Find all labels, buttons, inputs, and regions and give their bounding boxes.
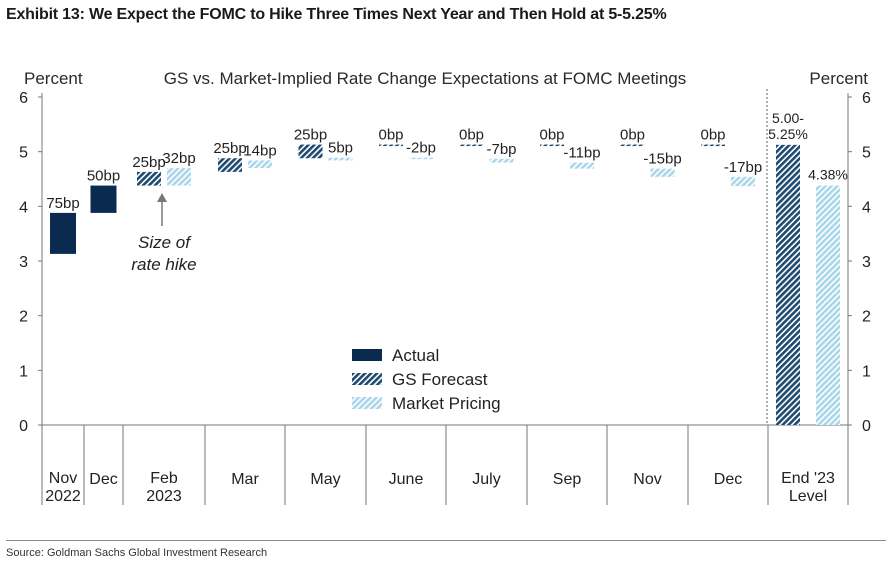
legend-swatch-gs-forecast (352, 373, 382, 385)
bar-data-label: 5bp (328, 140, 353, 157)
y-axis-label-right: Percent (809, 69, 868, 88)
bar-market-pricing (248, 160, 272, 169)
bar-gs-forecast (137, 171, 161, 186)
annotation-text: rate hike (131, 255, 196, 274)
y-tick-label-left: 1 (19, 363, 28, 380)
annotation-text: Size of (138, 233, 192, 252)
x-tick-label: Feb (150, 470, 178, 487)
bar-data-label: 0bp (620, 127, 645, 144)
source-note: Source: Goldman Sachs Global Investment … (6, 547, 268, 559)
x-tick-label: 2023 (146, 488, 182, 505)
bar-data-label: -15bp (643, 151, 681, 168)
y-tick-label-right: 1 (862, 363, 871, 380)
bar-gs-forecast (701, 144, 725, 147)
bar-data-label: 25bp (294, 127, 327, 144)
y-tick-label-left: 2 (19, 309, 28, 326)
x-tick-label: July (472, 471, 500, 488)
bar-data-label: 25bp (213, 140, 246, 157)
bar-gs-forecast (540, 144, 564, 147)
bar-data-label: 14bp (243, 142, 276, 159)
y-tick-label-left: 6 (19, 90, 28, 107)
legend-swatch-actual (352, 349, 382, 361)
bar-data-label: 75bp (46, 195, 79, 212)
bar-gs-forecast (620, 144, 645, 147)
chart-subtitle: GS vs. Market-Implied Rate Change Expect… (164, 69, 686, 88)
bar-market-pricing (328, 157, 353, 161)
source-divider (6, 540, 886, 541)
bar-gs-forecast (379, 144, 403, 147)
x-tick-label: Nov (49, 470, 77, 487)
y-axis-label-left: Percent (24, 69, 83, 88)
y-tick-label-right: 5 (862, 145, 871, 162)
bar-actual (90, 185, 117, 213)
exhibit-title: Exhibit 13: We Expect the FOMC to Hike T… (6, 6, 667, 23)
x-tick-label: Mar (231, 471, 259, 488)
bar-data-label: 0bp (378, 127, 403, 144)
bar-data-label: 25bp (132, 154, 165, 171)
bar-market-pricing (489, 158, 514, 163)
legend-label: Actual (392, 346, 439, 365)
bar-data-label: 0bp (459, 127, 484, 144)
bar-data-label: 50bp (87, 168, 120, 185)
bar-data-label: -17bp (724, 159, 762, 176)
bar-market-pricing (167, 168, 191, 186)
legend-label: Market Pricing (392, 394, 501, 413)
x-tick-label: Dec (714, 471, 742, 488)
bar-data-label: 32bp (162, 150, 195, 167)
x-tick-label: Nov (633, 471, 661, 488)
level-bar-label: 5.00- (772, 110, 804, 126)
y-tick-label-left: 5 (19, 145, 28, 162)
x-tick-label: Sep (553, 471, 582, 488)
bar-market-pricing (650, 168, 675, 177)
bar-data-label: 0bp (539, 127, 564, 144)
y-tick-label-left: 4 (19, 199, 28, 216)
bar-market-pricing (731, 176, 755, 187)
y-tick-label-right: 0 (862, 418, 871, 435)
bar-actual (50, 212, 76, 254)
level-bar-gs-forecast (776, 144, 800, 426)
legend-swatch-market-pricing (352, 397, 382, 409)
bar-market-pricing (570, 162, 594, 169)
annotation-arrowhead (157, 193, 167, 202)
bar-gs-forecast (218, 158, 242, 172)
level-bar-label: 4.38% (808, 167, 848, 183)
level-bar-label: 5.25% (768, 126, 808, 142)
y-tick-label-left: 3 (19, 254, 28, 271)
level-bar-market-pricing (816, 185, 840, 425)
y-tick-label-right: 3 (862, 254, 871, 271)
bar-data-label: -11bp (563, 145, 600, 162)
bar-data-label: -2bp (406, 140, 436, 157)
x-tick-label: Level (789, 488, 827, 505)
x-tick-label: May (310, 471, 340, 488)
y-tick-label-right: 4 (862, 199, 871, 216)
bar-market-pricing (409, 157, 433, 160)
bar-gs-forecast (459, 144, 484, 147)
y-tick-label-left: 0 (19, 418, 28, 435)
x-tick-label: Dec (89, 471, 117, 488)
bar-data-label: 0bp (700, 127, 725, 144)
x-tick-label: 2022 (45, 488, 81, 505)
x-tick-label: June (389, 471, 424, 488)
y-tick-label-right: 6 (862, 90, 871, 107)
bar-data-label: -7bp (486, 141, 516, 158)
bar-gs-forecast (298, 144, 323, 159)
x-tick-label: End '23 (781, 470, 835, 487)
legend-label: GS Forecast (392, 370, 488, 389)
rate-change-chart: GS vs. Market-Implied Rate Change Expect… (19, 69, 871, 505)
y-tick-label-right: 2 (862, 309, 871, 326)
